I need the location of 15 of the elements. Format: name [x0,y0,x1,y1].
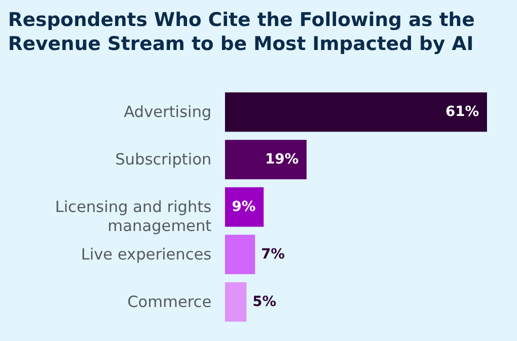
chart-title: Respondents Who Cite the Following as the Revenue Stream to be Most Impacted by AI [8,9,475,55]
bar [225,282,246,322]
data-label: 7% [261,246,285,262]
data-label: 19% [265,152,299,168]
y-tick-label: Live experiences [80,245,212,264]
bar [225,234,256,274]
y-tick-label: Licensing and rights management [55,198,212,235]
y-tick-label: Subscription [115,150,212,169]
bar [225,140,307,180]
data-label: 9% [232,199,256,215]
bar [225,92,487,132]
y-tick-label: Commerce [127,292,212,311]
data-label: 5% [252,294,276,310]
data-label: 61% [445,104,479,120]
y-tick-label: Advertising [124,103,212,122]
